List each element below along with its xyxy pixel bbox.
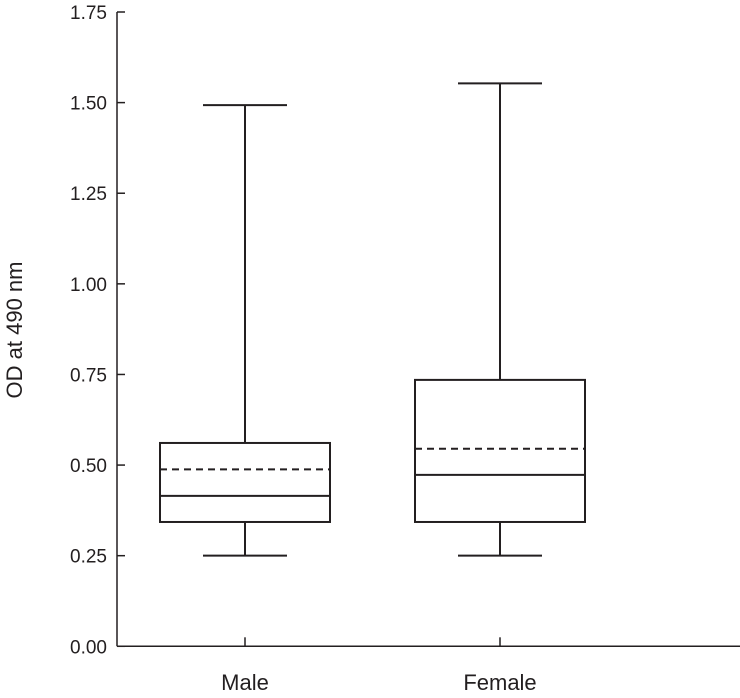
y-tick-label: 0.25 — [70, 547, 107, 568]
y-axis-label: OD at 490 nm — [2, 262, 27, 399]
y-tick-label: 1.75 — [70, 3, 107, 24]
iqr-box — [414, 378, 586, 523]
y-tick-label: 1.25 — [70, 184, 107, 205]
box-male — [159, 104, 331, 557]
y-tick-label: 1.50 — [70, 94, 107, 115]
y-tick-label: 0.00 — [70, 637, 107, 658]
x-axis: Male Female — [117, 637, 740, 695]
y-tick-label: 0.50 — [70, 456, 107, 477]
x-tick-label: Male — [221, 670, 269, 695]
boxes — [159, 82, 586, 557]
y-tick-label: 0.75 — [70, 365, 107, 386]
y-tick-label: 1.00 — [70, 275, 107, 296]
iqr-box — [159, 441, 331, 523]
y-axis: 0.00 0.25 0.50 0.75 1.00 1.25 1.50 1.75 — [70, 3, 125, 658]
box-female — [414, 82, 586, 557]
x-tick-label: Female — [463, 670, 536, 695]
